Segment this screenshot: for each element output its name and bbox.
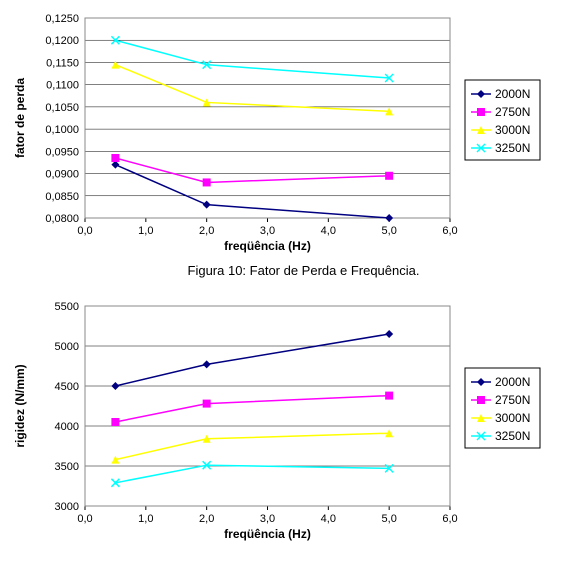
svg-text:0,1050: 0,1050 (45, 102, 79, 114)
svg-text:1,0: 1,0 (138, 513, 153, 525)
svg-text:2750N: 2750N (495, 105, 530, 119)
svg-text:2750N: 2750N (495, 393, 530, 407)
svg-text:5000: 5000 (55, 341, 79, 353)
svg-text:3000N: 3000N (495, 411, 530, 425)
svg-text:3500: 3500 (55, 461, 79, 473)
svg-text:4,0: 4,0 (321, 225, 336, 237)
svg-text:6,0: 6,0 (442, 225, 457, 237)
svg-text:0,0850: 0,0850 (45, 191, 79, 203)
svg-text:5500: 5500 (55, 301, 79, 313)
svg-text:5,0: 5,0 (382, 513, 397, 525)
svg-text:freqüência (Hz): freqüência (Hz) (224, 239, 311, 253)
svg-text:3000N: 3000N (495, 123, 530, 137)
svg-text:2000N: 2000N (495, 87, 530, 101)
svg-text:0,1000: 0,1000 (45, 124, 79, 136)
svg-text:2000N: 2000N (495, 375, 530, 389)
svg-text:3,0: 3,0 (260, 225, 275, 237)
svg-text:4,0: 4,0 (321, 513, 336, 525)
svg-text:2,0: 2,0 (199, 513, 214, 525)
svg-text:6,0: 6,0 (442, 513, 457, 525)
svg-text:4000: 4000 (55, 421, 79, 433)
svg-text:0,1250: 0,1250 (45, 13, 79, 25)
caption-figure-10: Figura 10: Fator de Perda e Frequência. (10, 263, 587, 278)
svg-text:3000: 3000 (55, 501, 79, 513)
svg-text:1,0: 1,0 (138, 225, 153, 237)
svg-text:0,0950: 0,0950 (45, 146, 79, 158)
svg-text:0,0800: 0,0800 (45, 213, 79, 225)
svg-text:0,0: 0,0 (77, 225, 92, 237)
svg-text:0,1100: 0,1100 (46, 80, 79, 92)
svg-text:0,1200: 0,1200 (45, 35, 79, 47)
svg-text:rigidez (N/mm): rigidez (N/mm) (13, 364, 27, 447)
chart-rigidez: 3000 3500 4000 4500 5000 5500 0,0 1,0 2,0 3,0 4,0 5… (10, 298, 587, 543)
svg-text:0,1150: 0,1150 (46, 57, 79, 69)
svg-text:3,0: 3,0 (260, 513, 275, 525)
svg-text:3250N: 3250N (495, 141, 530, 155)
svg-text:0,0: 0,0 (77, 513, 92, 525)
svg-text:3250N: 3250N (495, 429, 530, 443)
svg-text:2,0: 2,0 (199, 225, 214, 237)
svg-text:0,0900: 0,0900 (45, 169, 79, 181)
chart-fator-de-perda: 0,0800 0,0850 0,0900 0,0950 0,1000 0,1050 0,11… (10, 10, 587, 255)
svg-text:freqüência (Hz): freqüência (Hz) (224, 527, 311, 541)
svg-text:fator de perda: fator de perda (13, 78, 27, 158)
svg-text:4500: 4500 (55, 381, 79, 393)
svg-text:5,0: 5,0 (382, 225, 397, 237)
